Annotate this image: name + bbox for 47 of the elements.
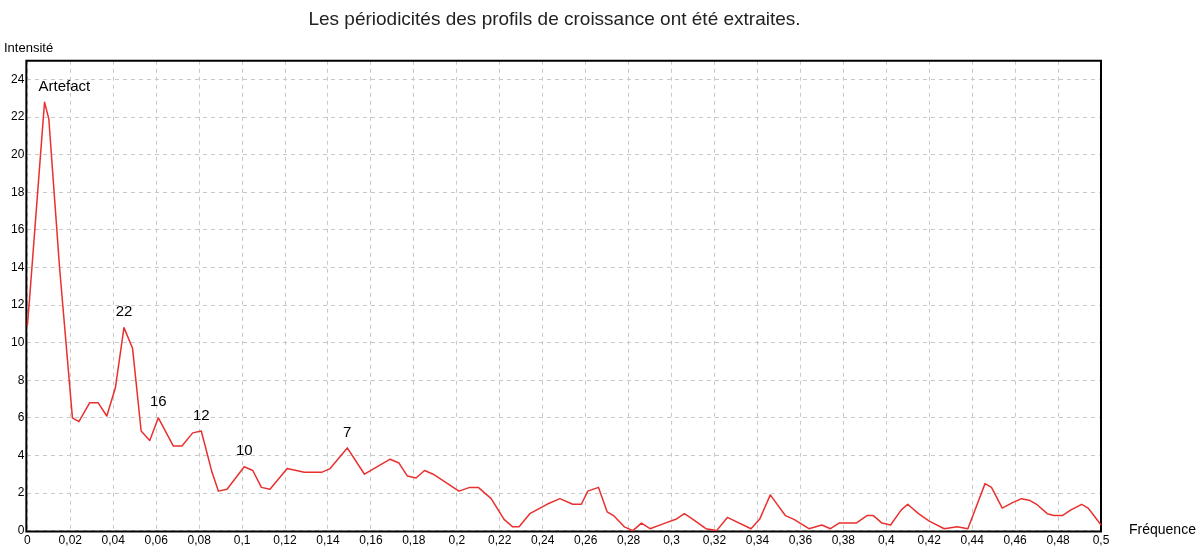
x-tick-label: 0,34: [745, 533, 770, 548]
annotation: 12: [192, 405, 210, 423]
y-tick-label: 16: [10, 222, 25, 237]
x-tick-label: 0,3: [663, 533, 681, 548]
annotation: 7: [343, 422, 352, 440]
x-tick-label: 0,18: [402, 533, 426, 548]
x-axis-title: Fréquence: [1129, 521, 1197, 538]
x-tick-label: 0,16: [359, 533, 383, 548]
y-tick-label: 14: [10, 259, 25, 274]
x-tick-label: 0,04: [101, 533, 126, 548]
x-tick-label: 0,38: [831, 533, 856, 548]
annotation: 10: [235, 441, 253, 459]
annotation: Artefact: [38, 76, 92, 94]
x-tick-label: 0,5: [1092, 533, 1110, 548]
y-tick-label: 8: [17, 372, 25, 387]
x-tick-label: 0,08: [187, 533, 212, 548]
y-tick-label: 24: [10, 71, 25, 86]
y-tick-label: 20: [10, 147, 25, 162]
x-tick-label: 0,36: [788, 533, 813, 548]
x-tick-label: 0,48: [1046, 533, 1071, 548]
x-tick-label: 0,32: [702, 533, 727, 548]
x-tick-label: 0,46: [1003, 533, 1028, 548]
y-tick-label: 2: [17, 485, 25, 500]
y-tick-label: 0: [17, 522, 25, 537]
x-tick-label: 0,02: [58, 533, 83, 548]
x-tick-label: 0,26: [573, 533, 598, 548]
y-tick-label: 12: [10, 297, 25, 312]
x-tick-label: 0,14: [316, 533, 340, 548]
y-tick-label: 4: [17, 447, 25, 462]
x-tick-label: 0,12: [273, 533, 298, 548]
annotation: 16: [149, 392, 167, 410]
y-tick-label: 18: [10, 184, 25, 199]
y-tick-label: 10: [10, 334, 25, 349]
y-tick-label: 6: [17, 410, 25, 425]
chart-title: Les périodicités des profils de croissance ont été extraites.: [308, 7, 801, 29]
x-tick-label: 0,4: [877, 533, 895, 548]
x-tick-label: 0,28: [616, 533, 641, 548]
x-tick-label: 0,2: [448, 533, 466, 548]
y-axis-title: Intensité: [4, 39, 54, 55]
x-tick-label: 0,1: [233, 533, 251, 548]
x-tick-label: 0,06: [144, 533, 169, 548]
x-tick-label: 0,24: [531, 533, 555, 548]
y-tick-label: 22: [10, 109, 25, 124]
annotation: 22: [115, 302, 133, 320]
x-tick-label: 0,22: [488, 533, 512, 548]
x-tick-label: 0,42: [917, 533, 942, 548]
x-tick-label: 0,44: [960, 533, 985, 548]
